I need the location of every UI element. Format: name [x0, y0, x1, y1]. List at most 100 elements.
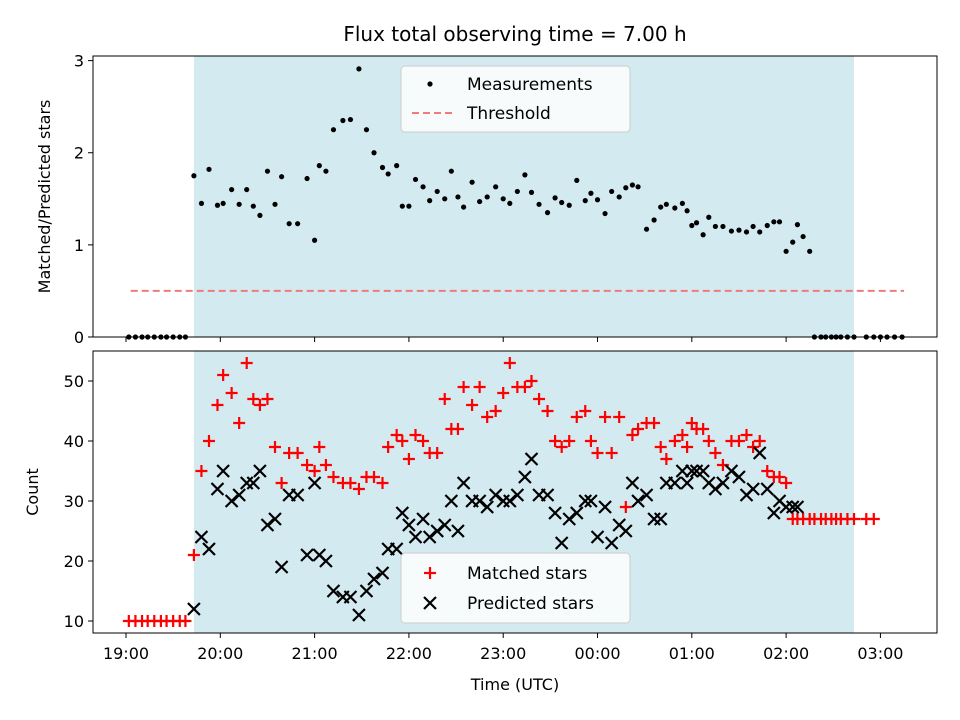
predicted-star-point	[367, 572, 381, 586]
predicted-star-point	[437, 518, 452, 532]
measurement-point	[220, 200, 226, 207]
matched-star-point	[390, 429, 403, 441]
measurement-point	[279, 174, 285, 180]
measurement-point	[304, 175, 310, 182]
count-y-tick-label: 50	[64, 372, 84, 391]
x-tick-label: 03:00	[857, 644, 903, 663]
measurement-point	[427, 198, 433, 204]
matched-star-point	[451, 423, 464, 435]
matched-star-point	[308, 465, 321, 477]
matched-star-point	[217, 369, 230, 381]
count-panel: 10 20 30 40 50 19:00 20:00 21:00 22:00 23:00 00:0…	[23, 350, 938, 694]
matched-star-point	[697, 423, 710, 435]
matched-star-point	[599, 411, 612, 423]
predicted-star-point	[716, 476, 730, 490]
predicted-star-point	[760, 482, 775, 496]
measurement-point	[198, 200, 205, 207]
measurement-point	[295, 221, 301, 227]
predicted-star-point	[619, 524, 633, 538]
x-tick-label: 22:00	[386, 644, 432, 663]
predicted-star-point	[548, 506, 562, 520]
measurement-point	[635, 184, 641, 190]
measurement-point	[776, 219, 783, 225]
matched-star-point	[747, 441, 760, 453]
measurement-point	[663, 201, 669, 207]
matched-stars-points	[123, 357, 880, 627]
count-y-tick-label: 20	[64, 552, 84, 571]
matched-star-point	[518, 381, 531, 393]
predicted-star-point	[554, 536, 569, 550]
count-x-axis: 19:00 20:00 21:00 22:00 23:00 00:00 01:00 02:00…	[103, 633, 903, 663]
predicted-star-point	[668, 476, 682, 490]
measurement-point	[728, 228, 735, 234]
measurement-point	[214, 202, 221, 208]
count-y-tick-label: 40	[64, 432, 84, 451]
predicted-star-point	[631, 494, 645, 508]
matched-star-point	[761, 465, 774, 477]
predicted-stars-points	[188, 446, 805, 622]
measurement-point	[700, 232, 706, 238]
matched-star-point	[579, 405, 592, 417]
matched-star-point	[668, 435, 681, 447]
measurement-point	[783, 248, 789, 254]
predicted-star-point	[290, 488, 305, 502]
matched-star-point	[195, 465, 208, 477]
matched-star-point	[533, 393, 546, 405]
predicted-star-point	[352, 608, 366, 622]
measurement-point	[672, 205, 678, 211]
matched-star-point	[313, 441, 326, 453]
predicted-star-point	[680, 476, 694, 490]
measurement-point	[206, 166, 212, 172]
measurement-point	[484, 194, 490, 200]
legend-matched-label: Matched stars	[467, 564, 587, 584]
matched-star-point	[525, 375, 538, 387]
matched-star-point	[438, 393, 451, 405]
measurement-point	[379, 164, 386, 171]
measurement-point	[323, 168, 329, 174]
measurement-point	[394, 163, 400, 169]
measurement-point	[757, 229, 763, 235]
matched-star-point	[240, 357, 253, 369]
measurement-point	[316, 163, 322, 169]
measurement-point	[800, 233, 806, 240]
measurement-point	[720, 223, 726, 230]
predicted-star-point	[480, 500, 494, 514]
matched-star-point	[179, 615, 192, 627]
matched-star-point	[740, 429, 753, 441]
predicted-star-point	[395, 506, 410, 520]
measurement-point	[399, 203, 405, 209]
count-panel-frame	[92, 350, 938, 634]
predicted-star-point	[732, 470, 746, 484]
measurement-point	[371, 150, 377, 156]
ratio-legend: Measurements Threshold	[400, 65, 631, 133]
predicted-star-point	[625, 476, 640, 490]
legend-measurements-label: Measurements	[467, 75, 593, 95]
x-tick-label: 19:00	[103, 644, 149, 663]
measurement-point	[794, 222, 801, 228]
matched-star-point	[613, 411, 626, 423]
matched-star-point	[563, 435, 576, 447]
measurement-point	[363, 127, 370, 133]
predicted-star-point	[752, 446, 767, 460]
matched-star-point	[503, 357, 516, 369]
measurement-point	[582, 198, 588, 204]
predicted-star-point	[253, 464, 267, 478]
measurement-point	[514, 188, 520, 195]
ratio-y-tick-label: 2	[74, 144, 84, 163]
matched-star-point	[402, 453, 415, 465]
legend-predicted-marker	[423, 596, 437, 610]
predicted-star-point	[268, 512, 282, 526]
predicted-star-point	[319, 554, 333, 568]
predicted-star-point	[210, 482, 225, 496]
matched-star-point	[376, 477, 389, 489]
matched-star-point	[605, 447, 618, 459]
predicted-star-point	[375, 566, 390, 580]
measurement-point	[658, 204, 664, 210]
matched-star-point	[654, 441, 667, 453]
measurement-point	[434, 188, 440, 195]
measurement-point	[250, 203, 256, 209]
predicted-star-point	[451, 524, 465, 538]
measurement-point	[651, 217, 657, 223]
predicted-star-point	[696, 464, 710, 478]
predicted-star-point	[569, 506, 584, 520]
